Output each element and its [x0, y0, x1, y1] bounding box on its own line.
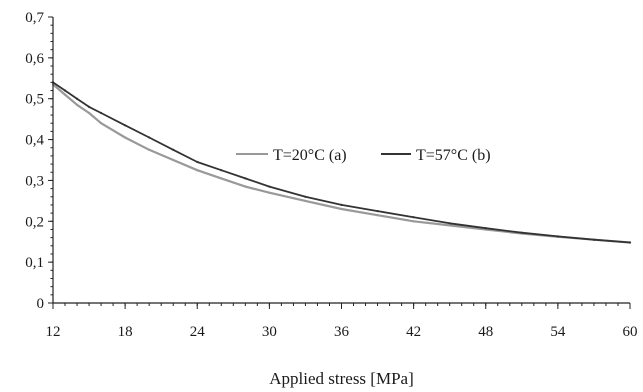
data-point-series-0 — [304, 199, 307, 202]
data-point-series-0 — [88, 111, 91, 115]
series-line-1 — [52, 81, 631, 244]
x-tick-label: 24 — [190, 324, 206, 340]
data-point-series-0 — [268, 191, 271, 194]
x-tick-label: 18 — [118, 324, 133, 340]
x-tick-label: 48 — [478, 324, 493, 340]
data-point-series-1 — [448, 222, 451, 225]
data-point-series-1 — [148, 136, 151, 139]
y-tick-label: 0,3 — [25, 173, 44, 189]
x-tick-label: 60 — [623, 324, 638, 340]
ticks: 0 0,1 0,2 0,3 0,4 0,5 0,6 0,7 12 18 24 30 36 42 48 54 60 — [25, 10, 637, 340]
y-tick-label: 0,6 — [25, 51, 44, 67]
y-tick-label: 0,1 — [25, 255, 44, 271]
y-tick-label: 0,7 — [25, 10, 44, 26]
legend-label-series-0: T=20°C (a) — [273, 147, 347, 164]
data-point-series-1 — [124, 124, 127, 127]
legend: T=20°C (a) T=57°C (b) — [236, 147, 491, 164]
data-point-series-0 — [196, 169, 199, 172]
data-point-series-1 — [220, 169, 223, 172]
legend-label-series-1: T=57°C (b) — [416, 147, 491, 164]
x-axis-title: Applied stress [MPa] — [269, 369, 413, 388]
data-point-series-0 — [75, 103, 79, 106]
data-point-series-0 — [172, 158, 175, 162]
series-layer — [51, 81, 632, 244]
data-point-series-1 — [63, 89, 67, 92]
data-point-series-1 — [172, 148, 175, 151]
data-point-series-1 — [244, 177, 247, 180]
x-tick-label: 42 — [406, 324, 421, 340]
data-point-series-0 — [376, 214, 379, 217]
data-point-series-0 — [148, 148, 151, 151]
data-point-series-1 — [196, 160, 199, 164]
y-tick-label: 0,2 — [25, 214, 44, 230]
series-line-0 — [52, 83, 631, 244]
data-point-series-0 — [63, 93, 67, 96]
data-point-series-0 — [220, 177, 223, 180]
data-point-series-1 — [376, 210, 379, 213]
x-tick-label: 30 — [262, 324, 277, 340]
data-point-series-0 — [448, 224, 451, 227]
data-point-series-0 — [244, 185, 247, 188]
x-tick-label: 12 — [46, 324, 61, 340]
data-point-series-0 — [100, 122, 103, 125]
data-point-series-1 — [304, 195, 307, 198]
x-tick-label: 54 — [550, 324, 566, 340]
data-point-series-1 — [268, 185, 271, 188]
data-point-series-0 — [124, 136, 127, 139]
x-tick-label: 36 — [334, 324, 350, 340]
data-point-series-1 — [592, 238, 596, 241]
y-tick-label: 0 — [37, 296, 45, 312]
data-point-series-0 — [412, 220, 415, 223]
data-point-series-1 — [340, 203, 343, 206]
y-tick-label: 0,4 — [25, 133, 44, 149]
data-point-series-0 — [340, 207, 343, 211]
data-point-series-1 — [412, 216, 415, 219]
data-point-series-1 — [556, 235, 560, 238]
data-point-series-1 — [484, 227, 487, 230]
data-point-series-1 — [628, 241, 632, 244]
data-point-series-1 — [88, 105, 91, 108]
data-point-series-1 — [75, 97, 79, 100]
data-point-series-1 — [520, 231, 523, 234]
data-point-series-1 — [100, 111, 103, 115]
y-tick-label: 0,5 — [25, 92, 44, 108]
